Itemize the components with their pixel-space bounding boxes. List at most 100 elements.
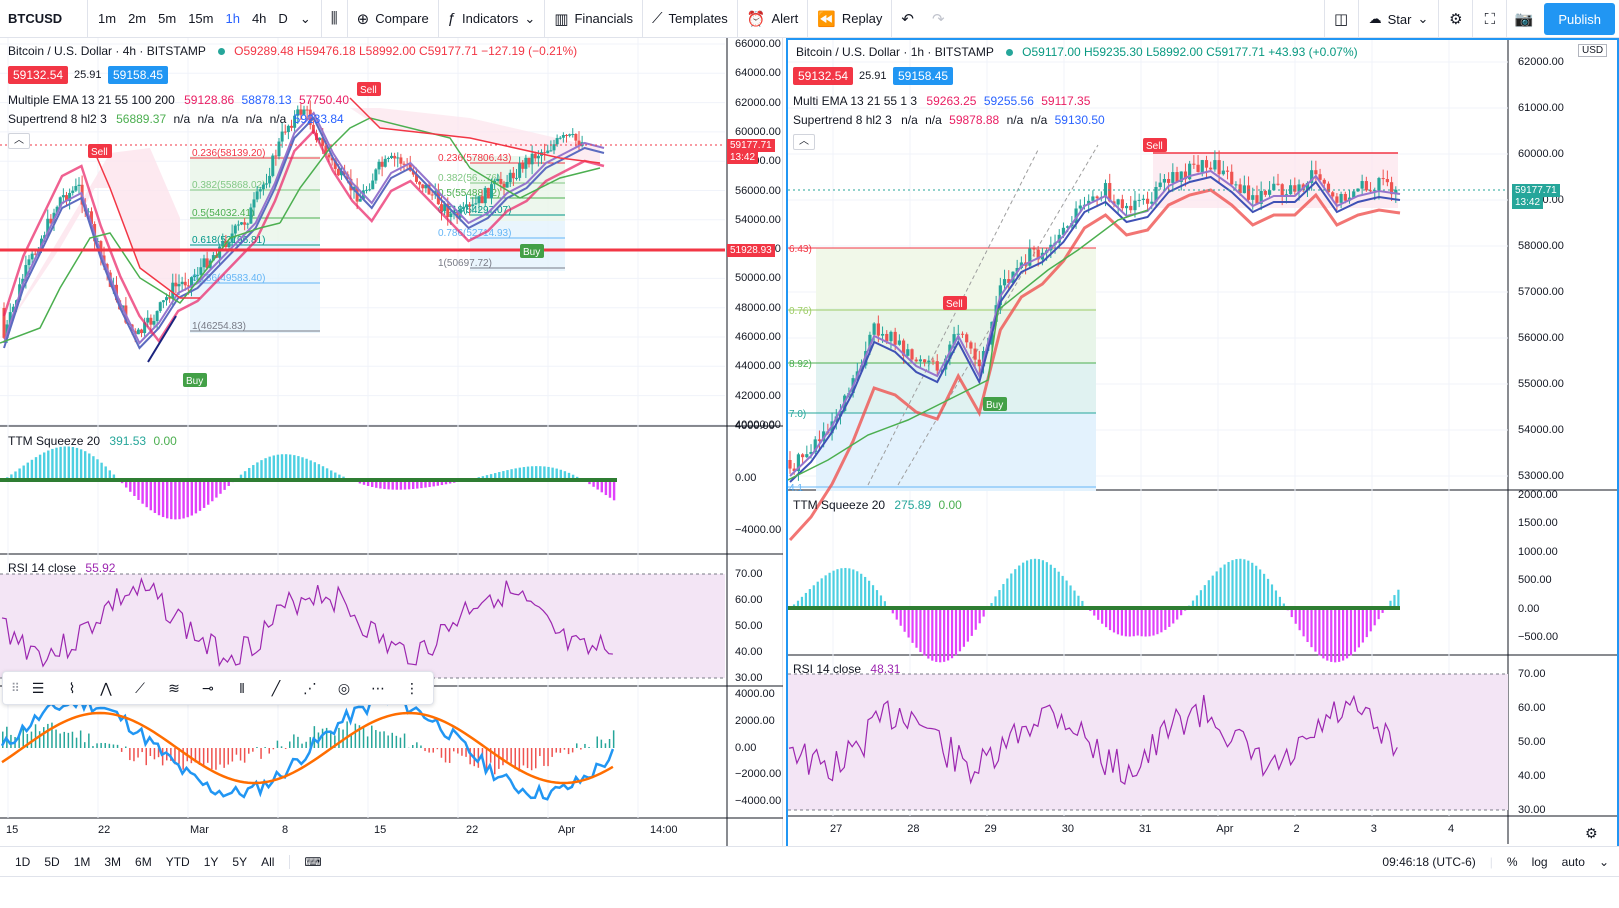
left-last-price-tag[interactable]: 59177.71: [727, 139, 775, 152]
horizontal-ray-tool-icon[interactable]: ⊸: [202, 679, 214, 696]
right-ema-val-1: 59263.25: [926, 94, 977, 108]
abc-pattern-tool-icon[interactable]: ⋀: [100, 679, 112, 696]
log-toggle[interactable]: log: [1531, 854, 1548, 869]
range-5y[interactable]: 5Y: [232, 854, 248, 869]
interval-4h[interactable]: 4h: [251, 11, 267, 26]
ttm-bar: [1022, 562, 1025, 608]
channel-tool-icon[interactable]: ≋: [168, 679, 180, 696]
percent-toggle[interactable]: %: [1506, 854, 1518, 869]
collapse-legend-button[interactable]: ︿: [793, 134, 815, 150]
drag-handle-icon[interactable]: ⠿: [11, 681, 20, 695]
financials-button[interactable]: ▥ Financials: [545, 0, 644, 37]
wave-pattern-tool-icon[interactable]: ⌇: [68, 679, 76, 696]
interval-15m[interactable]: 15m: [188, 11, 214, 26]
right-last-price-tag[interactable]: 59177.71: [1512, 184, 1560, 197]
right-chart-pane[interactable]: 6.43) 0.76) 8.92) 7.0) 4.1 Sell Buy Sell Bitcoi…: [786, 38, 1619, 868]
layout-button[interactable]: ◫: [1323, 0, 1358, 38]
interval-1h[interactable]: 1h: [225, 11, 240, 26]
left-ask-price[interactable]: 59158.45: [108, 66, 169, 84]
candle-body: [1167, 178, 1171, 183]
auto-toggle[interactable]: auto: [1561, 854, 1585, 869]
interval-1m[interactable]: 1m: [98, 11, 117, 26]
macd-histogram-bar: [190, 748, 193, 764]
go-to-date-icon[interactable]: ⌨: [289, 854, 328, 869]
chevron-down-icon[interactable]: ⌄: [299, 10, 311, 26]
left-hline-price-tag[interactable]: 51928.93: [727, 244, 775, 257]
candle-body: [1036, 249, 1040, 260]
left-chart-pane[interactable]: 0.236(58139.20) 0.382(55868.02) 0.5(54032.…: [0, 38, 783, 868]
chevron-down-icon[interactable]: ⌄: [1598, 854, 1609, 869]
macd-histogram-bar: [235, 748, 238, 755]
macd-histogram-bar: [256, 747, 258, 748]
candle-body: [555, 138, 559, 145]
range-1y[interactable]: 1Y: [203, 854, 219, 869]
signal-tag: [520, 244, 544, 258]
trend-line-tool-icon[interactable]: ⟋: [135, 679, 145, 696]
range-6m[interactable]: 6M: [135, 854, 152, 869]
range-ytd[interactable]: YTD: [165, 854, 190, 869]
ttm-bar: [161, 480, 165, 518]
collapse-legend-button[interactable]: ︿: [8, 133, 30, 149]
node-path-tool-icon[interactable]: ⋰: [303, 679, 317, 696]
publish-button[interactable]: Publish: [1544, 3, 1615, 35]
footer: [0, 876, 1619, 908]
interval-d[interactable]: D: [278, 11, 288, 26]
horizontal-lines-tool-icon[interactable]: ☰: [31, 679, 45, 696]
alert-button[interactable]: ⏰ Alert: [738, 0, 809, 37]
ttm-bar: [166, 480, 169, 519]
undo-button[interactable]: ↶: [892, 0, 923, 37]
right-chart-canvas[interactable]: 6.43) 0.76) 8.92) 7.0) 4.1 Sell Buy Sell: [788, 40, 1617, 844]
candle-body: [68, 192, 72, 202]
snapshot-button[interactable]: 📷: [1506, 0, 1540, 38]
vertical-lines-tool-icon[interactable]: ‖: [239, 680, 245, 696]
range-1m[interactable]: 1M: [73, 854, 91, 869]
redo-button[interactable]: ↷: [923, 0, 954, 37]
candle-body: [1225, 170, 1230, 172]
line-tool-icon[interactable]: ╱: [271, 679, 281, 696]
left-bid-price[interactable]: 59132.54: [8, 66, 69, 84]
ttm-bar: [1270, 584, 1274, 608]
range-all[interactable]: All: [261, 854, 275, 869]
right-rsi-tick: 60.00: [1518, 702, 1546, 714]
fib-tool-icon[interactable]: ⋮: [405, 679, 419, 696]
macd-histogram-bar: [485, 748, 488, 773]
fullscreen-button[interactable]: ⛶: [1472, 0, 1506, 38]
replay-button[interactable]: ⏪ Replay: [808, 0, 893, 37]
ttm-bar: [883, 601, 886, 608]
left-last-time-tag[interactable]: 13:42: [727, 151, 759, 164]
interval-5m[interactable]: 5m: [158, 11, 177, 26]
macd-histogram-bar: [34, 724, 37, 748]
left-close: C59177.71: [419, 44, 478, 58]
spiral-tool-icon[interactable]: ◎: [337, 679, 351, 696]
gear-icon[interactable]: ⚙: [1585, 825, 1598, 841]
templates-button[interactable]: ⟋ Templates: [643, 0, 738, 37]
macd-histogram-bar: [403, 733, 406, 748]
star-template-selector[interactable]: ☁ Star ⌄: [1357, 0, 1439, 38]
ttm-bar: [1057, 571, 1060, 608]
macd-histogram-bar: [289, 741, 291, 748]
chevron-down-icon[interactable]: ⌄: [524, 10, 536, 26]
ttm-bar: [1168, 608, 1171, 627]
symbol-search[interactable]: BTCUSD: [0, 0, 88, 37]
right-ask-price[interactable]: 59158.45: [893, 67, 954, 85]
right-bid-price[interactable]: 59132.54: [793, 67, 854, 85]
ttm-bar: [276, 454, 280, 480]
range-1d[interactable]: 1D: [15, 854, 31, 869]
range-3m[interactable]: 3M: [104, 854, 122, 869]
fib-zone: [816, 413, 1096, 491]
compare-button[interactable]: ⊕ Compare: [348, 0, 439, 37]
regression-tool-icon[interactable]: ⋯: [371, 679, 385, 696]
chart-type-button[interactable]: ⫼: [322, 0, 348, 37]
right-last-time-tag[interactable]: 13:42: [1512, 196, 1544, 209]
currency-label[interactable]: USD: [1578, 44, 1608, 57]
macd-histogram-bar: [170, 748, 172, 761]
settings-button[interactable]: ⚙: [1438, 0, 1472, 38]
left-high: H59476.18: [296, 44, 356, 58]
clock[interactable]: 09:46:18 (UTC-6): [1382, 854, 1476, 869]
left-price-tick: 56000.00: [735, 184, 781, 197]
range-5d[interactable]: 5D: [44, 854, 60, 869]
macd-histogram-bar: [67, 732, 70, 748]
indicators-button[interactable]: ƒ Indicators ⌄: [439, 0, 546, 37]
macd-histogram-bar: [350, 734, 352, 748]
interval-2m[interactable]: 2m: [128, 11, 147, 26]
